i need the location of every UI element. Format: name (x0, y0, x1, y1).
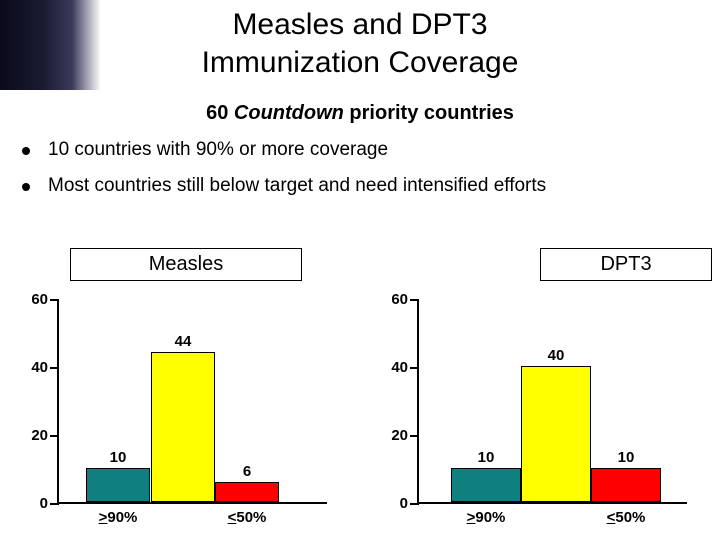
bar (451, 468, 521, 502)
y-tick (50, 435, 59, 437)
y-tick-label: 60 (384, 291, 408, 308)
bullet-text: Most countries still below target and ne… (48, 175, 546, 196)
title-line-2: Immunization Coverage (202, 46, 519, 79)
bar (591, 468, 661, 502)
page-title: Measles and DPT3 Immunization Coverage (0, 6, 720, 81)
bullet-item: 10 countries with 90% or more coverage (22, 139, 720, 161)
x-category-label: >90% (467, 509, 506, 526)
y-tick (50, 299, 59, 301)
x-category-label: <50% (228, 509, 267, 526)
bullet-item: Most countries still below target and ne… (22, 175, 720, 197)
y-tick (50, 367, 59, 369)
y-tick-label: 20 (384, 427, 408, 444)
axis-area: 020406010>90%446<50% (30, 300, 330, 504)
bar-value: 10 (456, 449, 516, 466)
bar-value: 40 (526, 347, 586, 364)
y-tick (410, 435, 419, 437)
bar-value: 44 (153, 333, 213, 350)
subtitle-suffix: priority countries (344, 102, 514, 124)
y-tick-label: 0 (384, 495, 408, 512)
bar-value: 10 (596, 449, 656, 466)
bullet-list: 10 countries with 90% or more coverage M… (22, 139, 720, 197)
bar (521, 366, 591, 502)
subtitle-countdown: Countdown (234, 102, 344, 124)
chart-title: Measles (70, 248, 302, 281)
y-tick-label: 20 (24, 427, 48, 444)
x-category-label: >90% (99, 509, 138, 526)
title-line-1: Measles and DPT3 (232, 8, 487, 41)
x-category-label: <50% (607, 509, 646, 526)
subtitle: 60 Countdown priority countries (0, 102, 720, 125)
bullet-text: 10 countries with 90% or more coverage (48, 139, 388, 160)
chart-panel: Measles 0 20 40 60 10 >90% 44 6 <50% (0, 248, 360, 538)
bar (215, 482, 279, 502)
chart-panel: DPT3 0 20 40 60 10 >90% 40 10 <50% (360, 248, 720, 538)
y-tick-label: 40 (384, 359, 408, 376)
y-tick (50, 503, 59, 505)
y-tick-label: 60 (24, 291, 48, 308)
y-tick (410, 299, 419, 301)
charts-row: Measles 0 20 40 60 10 >90% 44 6 <50% DPT3 0 20 40 60 10… (0, 248, 720, 538)
bar (151, 352, 215, 502)
axis-area: 020406010>90%4010<50% (390, 300, 690, 504)
header-band: Measles and DPT3 Immunization Coverage (0, 0, 720, 90)
subtitle-prefix: 60 (206, 102, 234, 124)
bar-value: 10 (88, 449, 148, 466)
y-tick (410, 367, 419, 369)
bar-value: 6 (217, 463, 277, 480)
y-tick-label: 40 (24, 359, 48, 376)
chart-title: DPT3 (540, 248, 712, 281)
y-axis-line (57, 300, 59, 504)
x-axis-line (57, 502, 327, 504)
y-tick (410, 503, 419, 505)
y-axis-line (417, 300, 419, 504)
y-tick-label: 0 (24, 495, 48, 512)
bar (86, 468, 150, 502)
x-axis-line (417, 502, 687, 504)
